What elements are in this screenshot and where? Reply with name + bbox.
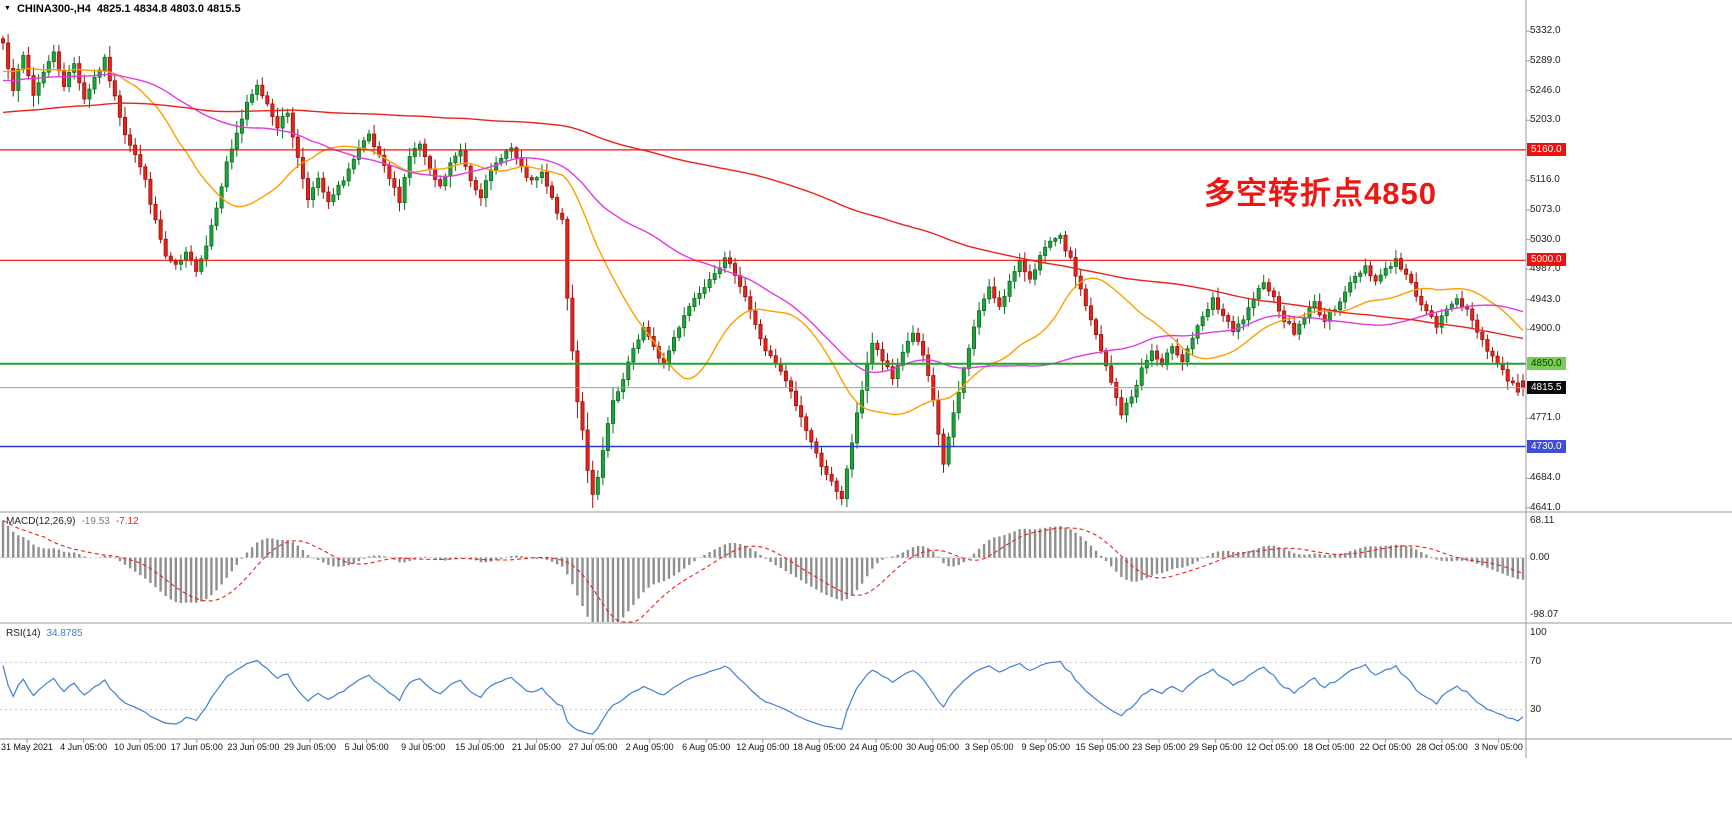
- time-axis-label: 21 Jul 05:00: [511, 742, 561, 752]
- price-tick-label: 4771.0: [1530, 412, 1561, 424]
- price-tick-label: 5203.0: [1530, 114, 1561, 126]
- macd-axis-label: 68.11: [1530, 515, 1555, 526]
- rsi-line: [2, 659, 1524, 735]
- price-level-tag: 4730.0: [1527, 439, 1566, 453]
- price-tick-label: 5030.0: [1530, 233, 1561, 245]
- time-axis-label: 3 Nov 05:00: [1474, 742, 1523, 752]
- time-axis-label: 9 Sep 05:00: [1021, 742, 1071, 752]
- price-tick-label: 4900.0: [1530, 323, 1561, 335]
- price-tick-label: 5116.0: [1530, 174, 1560, 186]
- macd-axis-label: -98.07: [1530, 609, 1559, 620]
- current-price-tag: 4815.5: [1527, 380, 1566, 394]
- price-tick-label: 4943.0: [1530, 293, 1561, 305]
- time-axis-label: 4 Jun 05:00: [60, 742, 108, 752]
- macd-histogram: [1, 520, 1525, 622]
- time-axis-label: 12 Oct 05:00: [1246, 742, 1298, 752]
- time-axis-label: 6 Aug 05:00: [682, 742, 731, 752]
- price-tick-label: 5073.0: [1530, 203, 1561, 215]
- macd-axis-label: 0.00: [1530, 551, 1550, 563]
- ma-190-line[interactable]: [2, 102, 1524, 340]
- time-axis-label: 23 Sep 05:00: [1132, 742, 1186, 752]
- ma-60-line[interactable]: [2, 73, 1524, 373]
- chart-header: ▼ CHINA300-,H4 4825.1 4834.8 4803.0 4815…: [4, 3, 241, 15]
- time-axis-label: 22 Oct 05:00: [1359, 742, 1412, 752]
- symbol-dropdown-icon[interactable]: ▼: [4, 4, 11, 12]
- time-axis-label: 24 Aug 05:00: [849, 742, 903, 752]
- time-axis-label: 31 May 2021: [0, 742, 54, 752]
- time-axis-label: 28 Oct 05:00: [1416, 742, 1468, 752]
- macd-signal-value: -7.12: [115, 516, 139, 527]
- price-level-tag: 5160.0: [1527, 142, 1566, 156]
- price-tick-label: 5246.0: [1530, 84, 1561, 96]
- time-axis-label: 9 Jul 05:00: [401, 742, 446, 752]
- time-axis-label: 29 Jun 05:00: [283, 742, 337, 752]
- time-axis-label: 18 Oct 05:00: [1303, 742, 1355, 752]
- price-tick-label: 4987.0: [1530, 263, 1561, 275]
- time-axis-label: 29 Sep 05:00: [1188, 742, 1243, 752]
- time-axis-label: 15 Jul 05:00: [455, 742, 505, 752]
- price-level-tag: 5000.0: [1527, 253, 1566, 267]
- time-axis-label: 5 Jul 05:00: [344, 742, 389, 752]
- price-tick-label: 4684.0: [1530, 472, 1561, 484]
- macd-main-value: -19.53: [81, 516, 110, 527]
- time-axis-label: 10 Jun 05:00: [114, 742, 167, 752]
- time-axis-label: 15 Sep 05:00: [1075, 742, 1130, 752]
- time-axis-label: 3 Sep 05:00: [964, 742, 1014, 752]
- rsi-value: 34.8785: [46, 628, 83, 639]
- time-axis-label: 12 Aug 05:00: [736, 742, 790, 752]
- chart-title: CHINA300-,H4: [16, 3, 91, 15]
- time-axis-label: 27 Jul 05:00: [568, 742, 618, 752]
- price-tick-label: 4641.0: [1530, 501, 1561, 513]
- price-level-tag: 4850.0: [1527, 356, 1566, 370]
- horizontal-levels-layer[interactable]: [0, 149, 1526, 448]
- price-tick-label: 5332.0: [1530, 25, 1561, 37]
- ma-24-line[interactable]: [2, 67, 1524, 416]
- time-axis-label: 18 Aug 05:00: [792, 742, 846, 752]
- macd-indicator-name: MACD(12,26,9): [6, 516, 76, 527]
- macd-indicator-label: MACD(12,26,9) -19.53 -7.12: [6, 516, 139, 527]
- rsi-axis-label: 100: [1530, 627, 1547, 638]
- time-axis-label: 30 Aug 05:00: [906, 742, 960, 752]
- rsi-axis-label: 30: [1530, 703, 1542, 715]
- time-axis-label: 2 Aug 05:00: [625, 742, 674, 752]
- rsi-axis-label: 70: [1530, 656, 1542, 668]
- chart-ohlc-values: 4825.1 4834.8 4803.0 4815.5: [96, 3, 241, 15]
- time-axis-label: 23 Jun 05:00: [227, 742, 280, 752]
- price-tick-label: 5289.0: [1530, 54, 1561, 66]
- candles-layer: [0, 34, 1526, 508]
- rsi-indicator-name: RSI(14): [6, 628, 41, 639]
- annotation-text: 多空转折点4850: [1204, 176, 1437, 211]
- rsi-indicator-label: RSI(14) 34.8785: [6, 628, 83, 639]
- time-axis-label: 17 Jun 05:00: [170, 742, 223, 752]
